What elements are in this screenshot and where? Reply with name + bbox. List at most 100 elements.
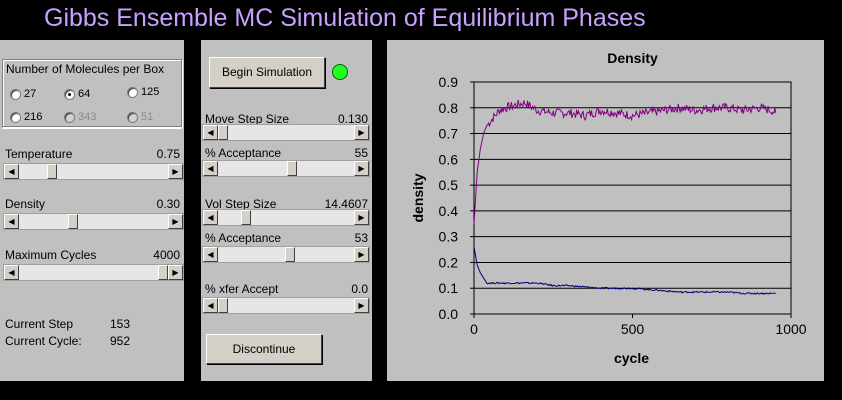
status-indicator-icon <box>332 64 348 80</box>
y-axis-label: density <box>410 173 426 222</box>
current-step-label: Current Step <box>5 317 74 331</box>
scroll-left-arrow-icon[interactable]: ◀ <box>203 210 218 225</box>
move-acceptance-slider[interactable]: ◀ ▶ <box>202 160 370 177</box>
density-value: 0.30 <box>156 197 180 211</box>
y-tick-label: 0.4 <box>439 203 459 219</box>
scroll-left-arrow-icon[interactable]: ◀ <box>203 125 218 140</box>
vol-step-label: Vol Step Size <box>205 197 277 211</box>
vol-step-slider[interactable]: ◀ ▶ <box>202 209 370 226</box>
current-step-value: 153 <box>110 317 131 331</box>
max-cycles-value: 4000 <box>153 248 180 262</box>
molecules-groupbox <box>2 59 182 127</box>
radio-label: 51 <box>141 111 154 123</box>
x-axis-label: cycle <box>614 350 649 366</box>
slider-thumb[interactable] <box>240 210 251 225</box>
scroll-left-arrow-icon[interactable]: ◀ <box>4 265 19 280</box>
move-step-label: Move Step Size <box>205 112 290 126</box>
max-cycles-label: Maximum Cycles <box>5 248 97 262</box>
y-tick-label: 0.2 <box>439 254 459 270</box>
scroll-left-arrow-icon[interactable]: ◀ <box>203 161 218 176</box>
slider-thumb[interactable] <box>284 247 295 262</box>
left-panel: Number of Molecules per Box 27 64 125 21… <box>0 40 184 381</box>
radio-molecules-51: 51 <box>127 111 153 123</box>
begin-simulation-button[interactable]: Begin Simulation <box>209 57 325 88</box>
current-cycle-label: Current Cycle: <box>5 334 82 348</box>
scroll-right-arrow-icon[interactable]: ▶ <box>354 161 369 176</box>
move-acceptance-label: % Acceptance <box>205 146 282 160</box>
max-cycles-slider[interactable]: ◀ ▶ <box>3 264 184 281</box>
slider-thumb[interactable] <box>287 161 298 176</box>
move-acceptance-value: 55 <box>354 146 368 160</box>
y-tick-label: 0.1 <box>439 280 459 296</box>
y-tick-label: 0.6 <box>439 151 459 167</box>
scroll-right-arrow-icon[interactable]: ▶ <box>354 125 369 140</box>
scroll-left-arrow-icon[interactable]: ◀ <box>4 164 19 179</box>
radio-label: 27 <box>24 88 37 100</box>
radio-button-icon <box>127 86 138 98</box>
y-tick-label: 0.3 <box>439 229 459 245</box>
radio-molecules-64[interactable]: 64 <box>64 88 90 100</box>
scroll-right-arrow-icon[interactable]: ▶ <box>354 298 369 313</box>
divider <box>2 128 182 129</box>
middle-panel: Begin Simulation Move Step Size 0.130 ◀ … <box>201 40 372 381</box>
scroll-right-arrow-icon[interactable]: ▶ <box>354 247 369 262</box>
temperature-label: Temperature <box>5 147 73 161</box>
scroll-right-arrow-icon[interactable]: ▶ <box>168 164 183 179</box>
y-tick-label: 0.5 <box>439 177 459 193</box>
x-tick-label: 1000 <box>775 321 806 337</box>
y-tick-label: 0.7 <box>439 126 459 142</box>
density-chart: 0.0 0.1 0.2 0.3 0.4 0.5 0.6 0.7 0.8 0.9 0 500 1000 De… <box>410 50 807 366</box>
xfer-accept-label: % xfer Accept <box>205 282 279 296</box>
current-cycle-value: 952 <box>110 334 131 348</box>
radio-button-icon <box>10 111 21 123</box>
vol-acceptance-value: 53 <box>354 231 368 245</box>
radio-button-disabled-icon <box>64 111 75 123</box>
series-line <box>473 99 777 224</box>
radio-molecules-343: 343 <box>64 111 96 123</box>
radio-label: 64 <box>78 88 91 100</box>
temperature-value: 0.75 <box>156 147 180 161</box>
vol-step-value: 14.4607 <box>324 197 368 211</box>
chart-title: Density <box>607 50 658 66</box>
radio-molecules-125[interactable]: 125 <box>127 86 159 98</box>
density-label: Density <box>5 197 46 211</box>
density-slider[interactable]: ◀ ▶ <box>3 213 184 230</box>
radio-label: 125 <box>141 86 160 98</box>
slider-thumb[interactable] <box>158 265 168 280</box>
slider-thumb[interactable] <box>218 125 228 140</box>
x-tick-label: 500 <box>621 321 645 337</box>
plot-area <box>473 81 792 315</box>
discontinue-button[interactable]: Discontinue <box>206 334 322 364</box>
radio-button-disabled-icon <box>127 111 138 123</box>
xfer-accept-slider[interactable]: ◀ ▶ <box>202 297 370 314</box>
scroll-right-arrow-icon[interactable]: ▶ <box>168 214 183 229</box>
x-tick-label: 0 <box>470 321 478 337</box>
scroll-right-arrow-icon[interactable]: ▶ <box>168 265 183 280</box>
radio-molecules-216[interactable]: 216 <box>10 111 42 123</box>
slider-thumb[interactable] <box>46 164 57 179</box>
radio-button-icon <box>10 88 21 100</box>
chart-panel: 0.0 0.1 0.2 0.3 0.4 0.5 0.6 0.7 0.8 0.9 0 500 1000 De… <box>387 40 824 381</box>
y-tick-label: 0.8 <box>439 100 459 116</box>
molecules-group-label: Number of Molecules per Box <box>6 62 165 76</box>
app-title: Gibbs Ensemble MC Simulation of Equilibr… <box>44 4 646 32</box>
y-tick-label: 0.0 <box>439 306 459 322</box>
move-step-value: 0.130 <box>337 112 368 126</box>
radio-button-selected-icon <box>64 88 75 100</box>
scroll-right-arrow-icon[interactable]: ▶ <box>354 210 369 225</box>
series-line <box>473 246 776 295</box>
radio-label: 216 <box>24 111 43 123</box>
slider-thumb[interactable] <box>218 298 228 313</box>
scroll-left-arrow-icon[interactable]: ◀ <box>203 247 218 262</box>
xfer-accept-value: 0.0 <box>351 282 368 296</box>
temperature-slider[interactable]: ◀ ▶ <box>3 163 184 180</box>
vol-acceptance-label: % Acceptance <box>205 231 282 245</box>
y-tick-label: 0.9 <box>439 74 459 90</box>
scroll-left-arrow-icon[interactable]: ◀ <box>203 298 218 313</box>
radio-label: 343 <box>78 111 97 123</box>
slider-thumb[interactable] <box>67 214 78 229</box>
move-step-slider[interactable]: ◀ ▶ <box>202 124 370 141</box>
scroll-left-arrow-icon[interactable]: ◀ <box>4 214 19 229</box>
radio-molecules-27[interactable]: 27 <box>10 88 36 100</box>
vol-acceptance-slider[interactable]: ◀ ▶ <box>202 246 370 263</box>
